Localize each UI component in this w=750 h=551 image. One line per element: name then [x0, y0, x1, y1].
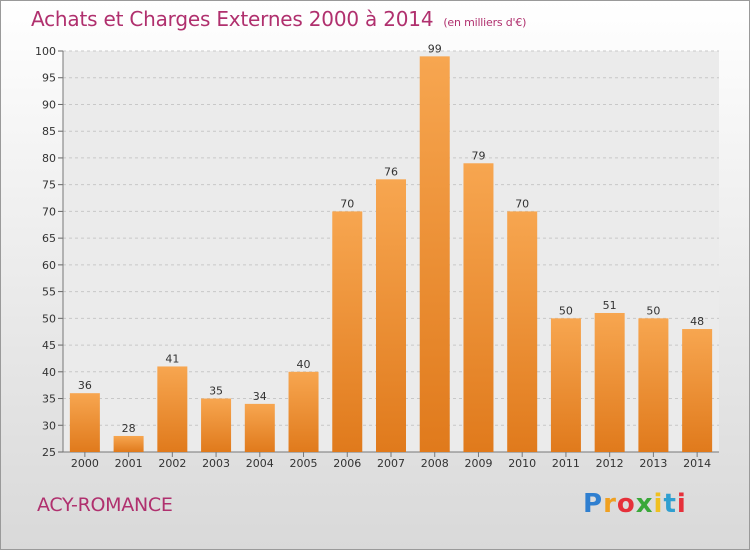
bar-value-label: 48 [690, 315, 704, 328]
bar [419, 56, 450, 452]
y-tick-label: 85 [42, 125, 56, 138]
proxiti-logo: Proxiti [583, 489, 687, 519]
y-tick-label: 75 [42, 179, 56, 192]
x-tick-label: 2002 [158, 457, 186, 470]
y-tick-label: 40 [42, 366, 56, 379]
bar-value-label: 50 [646, 304, 660, 317]
bar-value-label: 70 [515, 197, 529, 210]
x-tick-label: 2007 [377, 457, 405, 470]
x-tick-label: 2001 [115, 457, 143, 470]
logo-letter: i [676, 489, 687, 519]
bar-value-label: 41 [165, 352, 179, 365]
bar-value-label: 79 [471, 149, 485, 162]
y-tick-label: 35 [42, 393, 56, 406]
logo-letter: r [603, 489, 617, 519]
y-tick-label: 80 [42, 152, 56, 165]
x-tick-label: 2014 [683, 457, 711, 470]
logo-letter: o [616, 489, 636, 519]
logo-letter: P [583, 489, 604, 519]
bar-value-label: 70 [340, 197, 354, 210]
y-tick-label: 30 [42, 419, 56, 432]
y-tick-label: 65 [42, 232, 56, 245]
x-tick-label: 2010 [508, 457, 536, 470]
bar-value-label: 40 [297, 358, 311, 371]
x-tick-label: 2012 [596, 457, 624, 470]
bar [682, 329, 713, 452]
logo-letter: t [663, 489, 677, 519]
y-tick-label: 70 [42, 205, 56, 218]
y-tick-label: 55 [42, 286, 56, 299]
bar-value-label: 50 [559, 304, 573, 317]
y-tick-label: 50 [42, 312, 56, 325]
bar-value-label: 36 [78, 379, 92, 392]
place-label: ACY-ROMANCE [37, 494, 173, 516]
logo-letter: i [653, 489, 664, 519]
bar [157, 366, 188, 452]
chart-subtitle: (en milliers d'€) [443, 16, 527, 29]
bar-value-label: 28 [122, 422, 136, 435]
y-tick-label: 45 [42, 339, 56, 352]
bar [550, 318, 581, 452]
bar [594, 312, 625, 452]
bar [244, 403, 275, 452]
x-tick-label: 2000 [71, 457, 99, 470]
bar-value-label: 99 [428, 42, 442, 55]
y-tick-label: 90 [42, 98, 56, 111]
bar [463, 163, 494, 452]
x-tick-label: 2004 [246, 457, 274, 470]
bar-value-label: 76 [384, 165, 398, 178]
bar [113, 435, 144, 452]
bar [288, 371, 319, 452]
x-tick-label: 2006 [333, 457, 361, 470]
bar [376, 179, 406, 452]
y-tick-label: 60 [42, 259, 56, 272]
x-tick-label: 2005 [290, 457, 318, 470]
y-tick-label: 25 [42, 446, 56, 459]
x-tick-label: 2009 [464, 457, 492, 470]
chart-title: Achats et Charges Externes 2000 à 2014 (e… [31, 7, 526, 31]
bar [507, 211, 538, 452]
chart-title-text: Achats et Charges Externes 2000 à 2014 [31, 7, 434, 31]
bar-value-label: 35 [209, 385, 223, 398]
x-tick-label: 2013 [639, 457, 667, 470]
bar [332, 211, 363, 452]
bar [201, 398, 232, 452]
bar [638, 318, 669, 452]
logo-letter: x [635, 489, 654, 519]
y-tick-label: 100 [35, 45, 56, 58]
x-tick-label: 2008 [421, 457, 449, 470]
bar-value-label: 51 [603, 299, 617, 312]
x-tick-label: 2011 [552, 457, 580, 470]
x-tick-label: 2003 [202, 457, 230, 470]
y-tick-label: 95 [42, 72, 56, 85]
bar-value-label: 34 [253, 390, 267, 403]
bar [69, 393, 100, 452]
